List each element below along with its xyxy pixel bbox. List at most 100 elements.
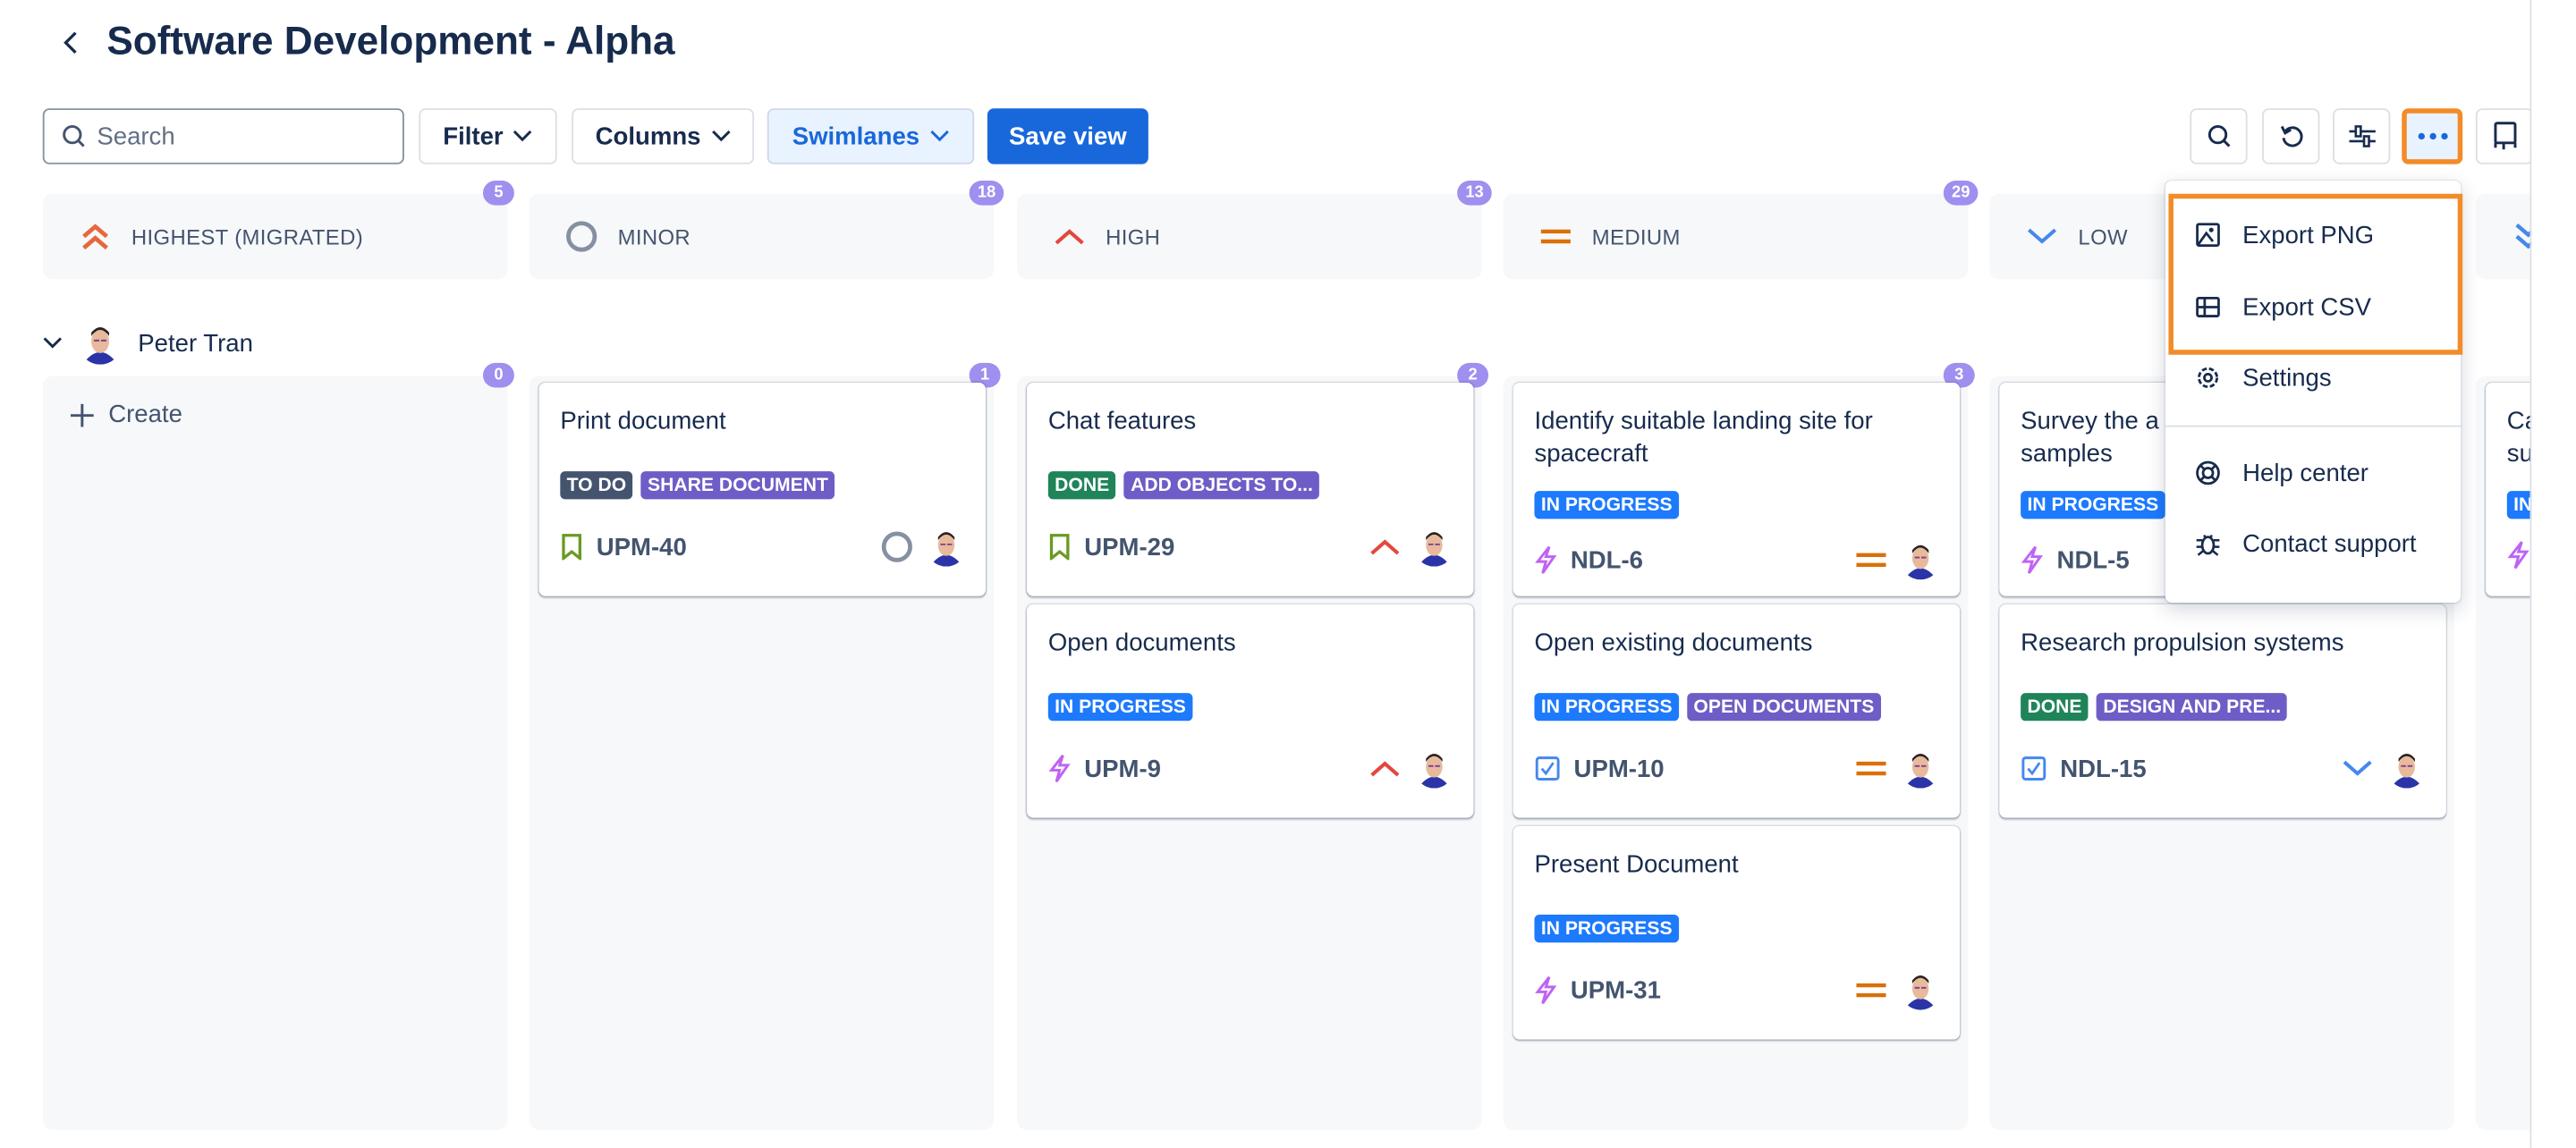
view-settings-button[interactable]: [2333, 108, 2391, 165]
page-title: Software Development - Alpha: [106, 20, 675, 64]
card-title: Present Document: [1534, 849, 1936, 882]
issue-key[interactable]: NDL-15: [2060, 754, 2147, 783]
status-lozenge[interactable]: DONE: [1047, 471, 1116, 500]
swimlane-name: Peter Tran: [138, 329, 253, 358]
issue-card[interactable]: Present Document IN PROGRESS UPM-31: [1513, 825, 1961, 1040]
card-title: Chat features: [1048, 406, 1451, 439]
search-icon: [63, 124, 85, 148]
menu-item-help-center[interactable]: Help center: [2165, 440, 2462, 505]
back-chevron-icon[interactable]: [59, 26, 89, 62]
avatar[interactable]: [2386, 748, 2427, 789]
more-icon: [2417, 132, 2447, 140]
column-count-badge: 29: [1943, 181, 1979, 206]
gear-icon: [2198, 367, 2219, 388]
swimlanes-button[interactable]: Swimlanes: [767, 108, 975, 165]
status-lozenge[interactable]: IN PROGRESS: [1534, 915, 1679, 943]
lightning-icon: [1048, 754, 1072, 783]
chevron-down-icon: [43, 337, 62, 349]
high-priority-icon: [1368, 759, 1402, 779]
column-header[interactable]: MEDIUM: [1503, 193, 1969, 280]
column-header[interactable]: HIGH: [1016, 193, 1482, 280]
search-button[interactable]: [2190, 108, 2248, 165]
checkbox-icon: [2021, 755, 2046, 781]
issue-key[interactable]: NDL-5: [2056, 545, 2130, 574]
status-lozenge[interactable]: DONE: [2021, 693, 2089, 722]
issue-card[interactable]: Identify suitable landing site for space…: [1513, 382, 1961, 596]
avatar[interactable]: [1414, 748, 1454, 789]
chevron-down-icon: [929, 130, 949, 142]
high-priority-icon: [1368, 537, 1402, 557]
status-lozenge[interactable]: ADD OBJECTS TO...: [1123, 471, 1320, 500]
menu-item-export-png[interactable]: Export PNG: [2165, 202, 2462, 267]
card-title-text: Identify suitable landing site for space…: [1534, 407, 1873, 468]
status-lozenge[interactable]: TO DO: [560, 471, 633, 500]
columns-button[interactable]: Columns: [572, 108, 755, 165]
search-box[interactable]: [42, 108, 404, 165]
create-button[interactable]: Create: [69, 401, 182, 428]
menu-item-export-csv[interactable]: Export CSV: [2165, 274, 2462, 340]
more-button[interactable]: [2402, 108, 2463, 165]
issue-key[interactable]: UPM-31: [1570, 975, 1661, 1005]
card-title-line: su: [2506, 440, 2533, 468]
filter-button[interactable]: Filter: [419, 108, 557, 165]
undo-button[interactable]: [2262, 108, 2320, 165]
issue-key[interactable]: UPM-29: [1084, 533, 1175, 561]
column-label: LOW: [2078, 224, 2128, 249]
card-title: Survey the a samples: [2021, 406, 2423, 471]
menu-item-contact-support[interactable]: Contact support: [2165, 511, 2462, 576]
issue-key[interactable]: NDL-6: [1570, 545, 1644, 574]
status-lozenge[interactable]: SHARE DOCUMENT: [640, 471, 835, 500]
card-title-text: Research propulsion systems: [2021, 629, 2344, 657]
avatar[interactable]: [1414, 527, 1454, 567]
status-lozenge[interactable]: DESIGN AND PRE...: [2097, 693, 2288, 722]
table-icon: [2196, 296, 2220, 317]
medium-priority-icon: [1855, 981, 1888, 1000]
status-lozenge[interactable]: IN PROGRESS: [1047, 693, 1193, 722]
card-title-text: Open documents: [1047, 629, 1236, 657]
issue-card[interactable]: Open documents IN PROGRESS UPM-9: [1026, 604, 1474, 818]
card-title-line: samples: [2021, 440, 2113, 468]
search-input[interactable]: [97, 122, 377, 151]
avatar[interactable]: [1901, 540, 1941, 580]
filter-label: Filter: [443, 122, 504, 151]
card-title-text: Chat features: [1047, 407, 1197, 435]
issue-card[interactable]: Research propulsion systems DONE DESIGN A…: [1999, 604, 2446, 818]
save-view-button[interactable]: Save view: [987, 108, 1148, 165]
lightning-icon: [1534, 545, 1557, 575]
avatar[interactable]: [1901, 748, 1941, 789]
status-lozenge[interactable]: OPEN DOCUMENTS: [1687, 693, 1881, 722]
lightning-icon: [1534, 975, 1557, 1005]
status-lozenge[interactable]: IN PROGRESS: [1534, 491, 1679, 519]
issue-card[interactable]: Chat features DONE ADD OBJECTS TO... UPM-…: [1026, 382, 1474, 596]
avatar[interactable]: [1901, 970, 1941, 1010]
column-count-badge: 5: [482, 181, 514, 206]
panel-button[interactable]: [2475, 108, 2534, 165]
high-priority-icon: [1053, 226, 1086, 246]
lightning-icon: [2021, 545, 2044, 575]
medium-priority-icon: [1855, 759, 1888, 779]
chevron-down-icon: [711, 130, 730, 142]
column-header[interactable]: MINOR: [529, 193, 995, 280]
issue-card[interactable]: Open existing documents IN PROGRESS OPEN …: [1513, 604, 1961, 818]
issue-key[interactable]: UPM-9: [1084, 754, 1161, 783]
highest-priority-icon: [79, 222, 112, 251]
image-icon: [2196, 223, 2220, 247]
issue-card[interactable]: Print document TO DO SHARE DOCUMENT UPM-4…: [538, 382, 987, 596]
avatar[interactable]: [926, 527, 966, 567]
sidebar-panel-icon: [2493, 122, 2516, 150]
create-label: Create: [108, 401, 182, 429]
issue-key[interactable]: UPM-10: [1573, 754, 1665, 783]
issue-key[interactable]: UPM-40: [596, 533, 687, 561]
menu-item-settings[interactable]: Settings: [2165, 345, 2462, 410]
status-lozenge[interactable]: IN PROGRESS: [1534, 693, 1679, 722]
medium-priority-icon: [1855, 550, 1888, 570]
status-lozenge[interactable]: IN PROGRESS: [2021, 491, 2165, 519]
page-edge-divider: [2529, 0, 2532, 1148]
checkbox-icon: [1534, 755, 1560, 781]
undo-icon: [2279, 125, 2302, 148]
card-title: Print document: [560, 406, 962, 439]
swimlane-header[interactable]: Peter Tran: [43, 321, 253, 365]
bug-icon: [2196, 534, 2220, 556]
column-header[interactable]: HIGHEST (MIGRATED): [42, 193, 508, 280]
lightning-icon: [2507, 540, 2530, 570]
